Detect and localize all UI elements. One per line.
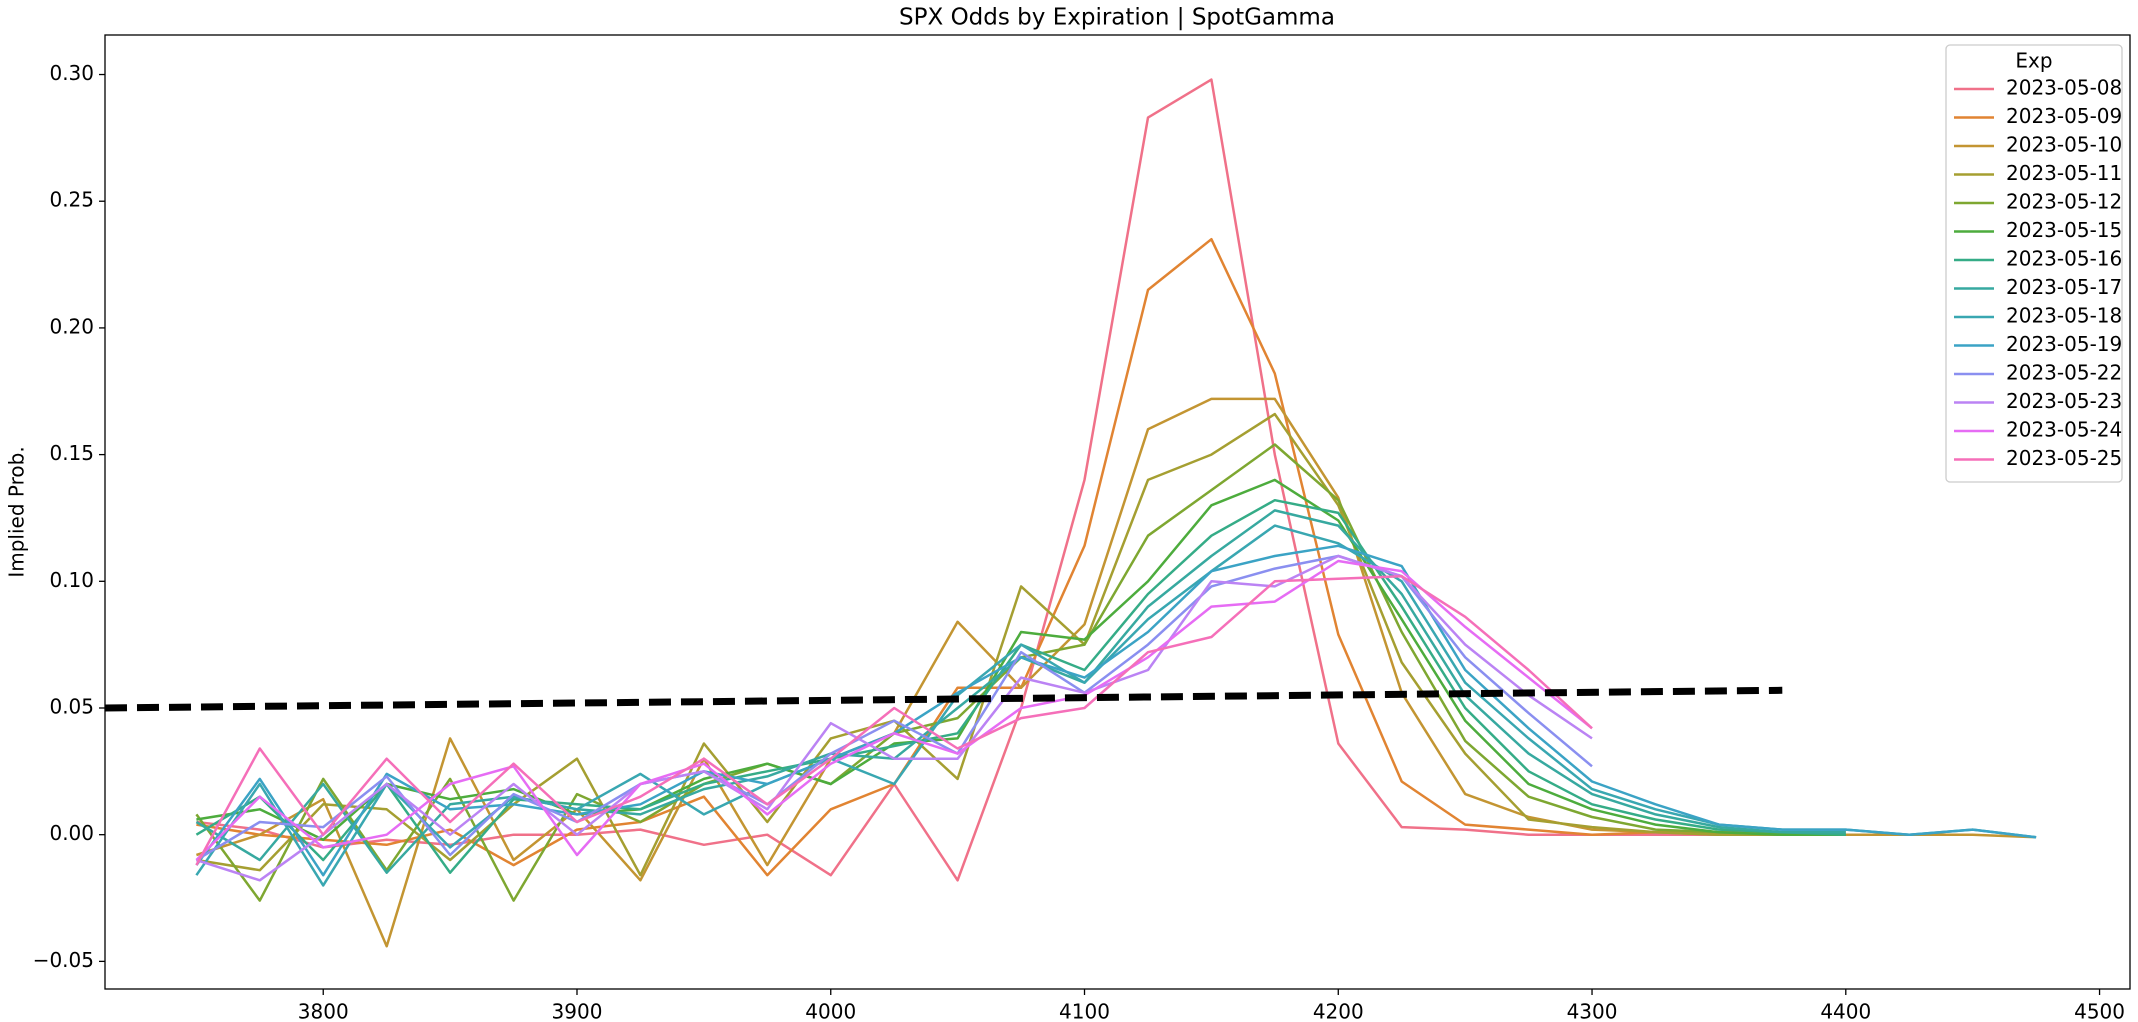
x-tick-label: 4000 — [805, 1000, 856, 1022]
y-tick-label: 0.00 — [49, 821, 94, 845]
series-line — [196, 412, 1846, 877]
series-line — [196, 478, 1846, 842]
legend-label: 2023-05-19 — [2006, 332, 2122, 356]
series-line — [195, 574, 1593, 866]
y-tick-label: 0.05 — [49, 694, 94, 718]
y-tick-label: 0.25 — [49, 188, 94, 212]
y-tick-label: 0.10 — [49, 568, 94, 592]
reference-line — [105, 686, 1783, 712]
series-line — [195, 559, 1593, 861]
legend-label: 2023-05-22 — [2006, 361, 2122, 385]
series-line — [195, 544, 2037, 877]
legend-label: 2023-05-15 — [2006, 218, 2122, 242]
y-tick-label: 0.30 — [49, 61, 94, 85]
legend-label: 2023-05-09 — [2006, 104, 2122, 128]
x-tick-label: 4200 — [1313, 1000, 1364, 1022]
legend-label: 2023-05-16 — [2006, 247, 2122, 271]
series-line — [196, 554, 1593, 882]
series-line — [196, 397, 2037, 948]
x-tick-label: 4300 — [1567, 1000, 1618, 1022]
x-tick-label: 3800 — [298, 1000, 349, 1022]
y-tick-label: 0.20 — [49, 314, 94, 338]
legend-label: 2023-05-08 — [2006, 76, 2122, 100]
legend-label: 2023-05-25 — [2006, 446, 2122, 470]
y-tick-label: 0.15 — [49, 441, 94, 465]
y-tick-label: −0.05 — [33, 948, 94, 972]
legend-label: 2023-05-12 — [2006, 190, 2122, 214]
legend-label: 2023-05-18 — [2006, 304, 2122, 328]
legend-label: 2023-05-11 — [2006, 161, 2122, 185]
x-tick-label: 3900 — [552, 1000, 603, 1022]
legend-title: Exp — [2015, 49, 2052, 73]
y-axis-label: Implied Prob. — [5, 446, 29, 577]
legend-label: 2023-05-10 — [2006, 133, 2122, 157]
x-tick-label: 4100 — [1059, 1000, 1110, 1022]
legend-label: 2023-05-24 — [2006, 418, 2122, 442]
series-line — [196, 237, 1846, 877]
chart-title: SPX Odds by Expiration | SpotGamma — [899, 5, 1335, 31]
plot-area — [105, 78, 2037, 948]
plot-frame — [104, 34, 2131, 990]
x-tick-label: 4400 — [1820, 1000, 1871, 1022]
x-tick-label: 4500 — [2074, 1000, 2125, 1022]
legend-label: 2023-05-17 — [2006, 275, 2122, 299]
legend-label: 2023-05-23 — [2006, 389, 2122, 413]
